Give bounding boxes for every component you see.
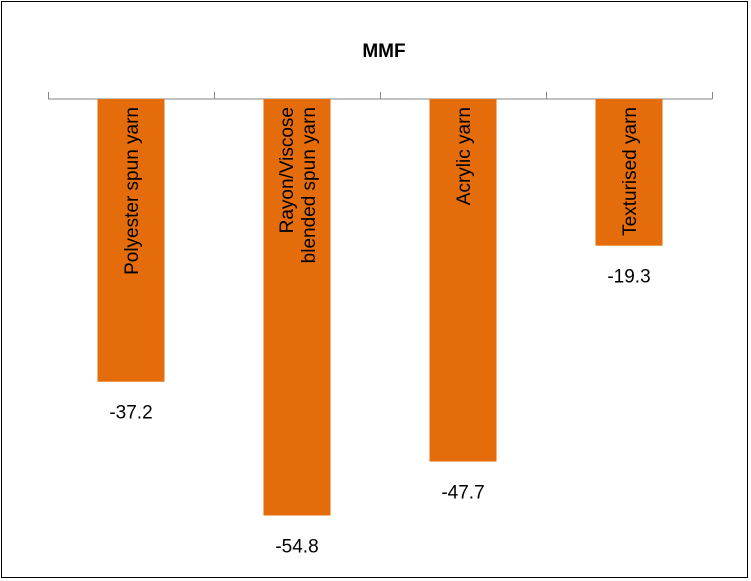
bar: [429, 99, 497, 462]
value-labels: -37.2 -54.8 -47.7 -19.3: [109, 267, 650, 558]
category-label: Rayon/Viscoseblended spun yarn: [277, 107, 320, 263]
value-label: -54.8: [275, 536, 318, 557]
category-label: Acrylic yarn: [454, 107, 475, 205]
value-label: -19.3: [607, 267, 650, 288]
x-axis-ticks: [48, 92, 713, 99]
category-labels: Polyester spun yarn Rayon/Viscoseblended …: [122, 107, 641, 275]
bars: [97, 99, 663, 516]
bar: [97, 99, 165, 382]
bar: [263, 99, 331, 516]
value-label: -37.2: [109, 403, 152, 424]
category-label: Polyester spun yarn: [122, 107, 143, 275]
chart-title: MMF: [362, 41, 405, 62]
bar: [595, 99, 663, 246]
category-label: Texturised yarn: [620, 107, 641, 236]
value-label: -47.7: [441, 483, 484, 504]
